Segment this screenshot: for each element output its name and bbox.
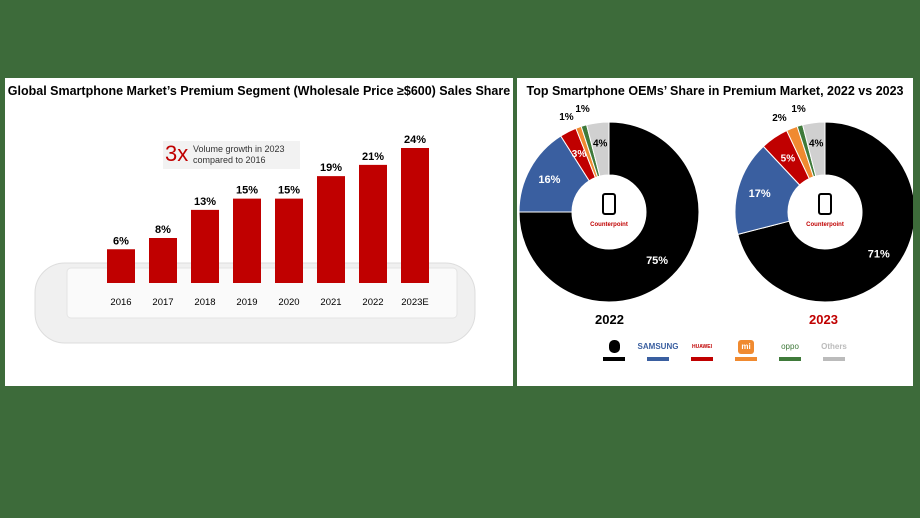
slice-label: 1% bbox=[791, 104, 806, 115]
legend-item-huawei: HUAWEI bbox=[680, 340, 724, 361]
bar-2020 bbox=[275, 198, 303, 283]
x-tick-label: 2023E bbox=[401, 297, 428, 308]
bar-value-label: 6% bbox=[113, 235, 129, 247]
legend-item-oppo: oppo bbox=[768, 340, 812, 361]
slice-2023-Apple bbox=[737, 121, 913, 303]
slice-2022-Others bbox=[586, 121, 610, 177]
watermark-logo: Counterpoint bbox=[806, 222, 844, 228]
legend-swatch bbox=[735, 357, 757, 361]
callout-text: Volume growth in 2023 compared to 2016 bbox=[193, 144, 285, 165]
legend-swatch bbox=[603, 357, 625, 361]
slice-2023-Others bbox=[802, 121, 826, 177]
phone-icon bbox=[818, 193, 832, 215]
slice-label: 4% bbox=[809, 139, 824, 150]
slice-label: 2% bbox=[772, 113, 787, 124]
bar-value-label: 19% bbox=[320, 162, 342, 174]
legend-item-samsung: SAMSUNG bbox=[636, 340, 680, 361]
legend-item-xiaomi: mi bbox=[724, 340, 768, 361]
bar-value-label: 8% bbox=[155, 224, 171, 236]
xiaomi-logo: mi bbox=[724, 340, 768, 354]
huawei-logo: HUAWEI bbox=[692, 344, 712, 350]
x-tick-label: 2017 bbox=[152, 297, 173, 308]
year-label-2023: 2023 bbox=[809, 312, 838, 327]
legend-swatch bbox=[779, 357, 801, 361]
x-tick-label: 2016 bbox=[110, 297, 131, 308]
growth-callout: 3x Volume growth in 2023 compared to 201… bbox=[163, 141, 300, 169]
x-tick-label: 2021 bbox=[320, 297, 341, 308]
legend-item-apple bbox=[592, 340, 636, 361]
bar-2021 bbox=[317, 176, 345, 283]
legend-swatch bbox=[647, 357, 669, 361]
bar-2018 bbox=[191, 209, 219, 283]
year-label-2022: 2022 bbox=[595, 312, 624, 327]
legend-item-others: Others bbox=[812, 340, 856, 361]
legend-label: Others bbox=[821, 342, 847, 351]
bar-2016 bbox=[107, 249, 135, 283]
slice-label: 17% bbox=[749, 188, 771, 200]
donut-chart-title: Top Smartphone OEMs’ Share in Premium Ma… bbox=[526, 84, 904, 98]
bar-value-label: 13% bbox=[194, 196, 216, 208]
watermark-logo: Counterpoint bbox=[590, 222, 628, 228]
bar-value-label: 21% bbox=[362, 151, 384, 163]
slice-label: 1% bbox=[559, 112, 574, 123]
x-tick-label: 2020 bbox=[278, 297, 299, 308]
x-tick-label: 2022 bbox=[362, 297, 383, 308]
phone-icon bbox=[602, 193, 616, 215]
bar-chart: 6% 2016 8% 2017 13% 2018 15% 2019 15% 2020 19% 2021… bbox=[34, 134, 476, 344]
bar-chart-title: Global Smartphone Market’s Premium Segme… bbox=[7, 84, 511, 98]
bar-value-label: 24% bbox=[404, 134, 426, 146]
bar-chart-panel: Global Smartphone Market’s Premium Segme… bbox=[5, 78, 513, 386]
legend: SAMSUNG HUAWEI mi oppo Others bbox=[592, 340, 856, 361]
x-tick-label: 2019 bbox=[236, 297, 257, 308]
x-tick-label: 2018 bbox=[194, 297, 215, 308]
apple-logo bbox=[592, 340, 636, 354]
donut-chart-panel: Top Smartphone OEMs’ Share in Premium Ma… bbox=[517, 78, 913, 386]
legend-label: oppo bbox=[781, 342, 799, 351]
slice-label: 16% bbox=[538, 174, 560, 186]
slice-label: 71% bbox=[868, 249, 890, 261]
bar-value-label: 15% bbox=[278, 185, 300, 197]
slice-label: 4% bbox=[593, 139, 608, 150]
bar-2022 bbox=[359, 164, 387, 283]
slice-label: 1% bbox=[575, 104, 590, 115]
legend-swatch bbox=[823, 357, 845, 361]
bar-2019 bbox=[233, 198, 261, 283]
slice-label: 5% bbox=[781, 153, 796, 164]
callout-multiplier: 3x bbox=[165, 141, 189, 166]
legend-label: SAMSUNG bbox=[637, 342, 679, 351]
slice-label: 3% bbox=[572, 149, 587, 160]
bar-value-label: 15% bbox=[236, 185, 258, 197]
slice-label: 75% bbox=[646, 255, 668, 267]
legend-swatch bbox=[691, 357, 713, 361]
bar-2017 bbox=[149, 238, 177, 283]
slice-2022-Apple bbox=[518, 121, 700, 303]
donut-charts: 75%16%3%1%1%4%Counterpoint71%17%5%2%1%4%… bbox=[518, 104, 913, 303]
bar-2023E bbox=[401, 148, 429, 283]
